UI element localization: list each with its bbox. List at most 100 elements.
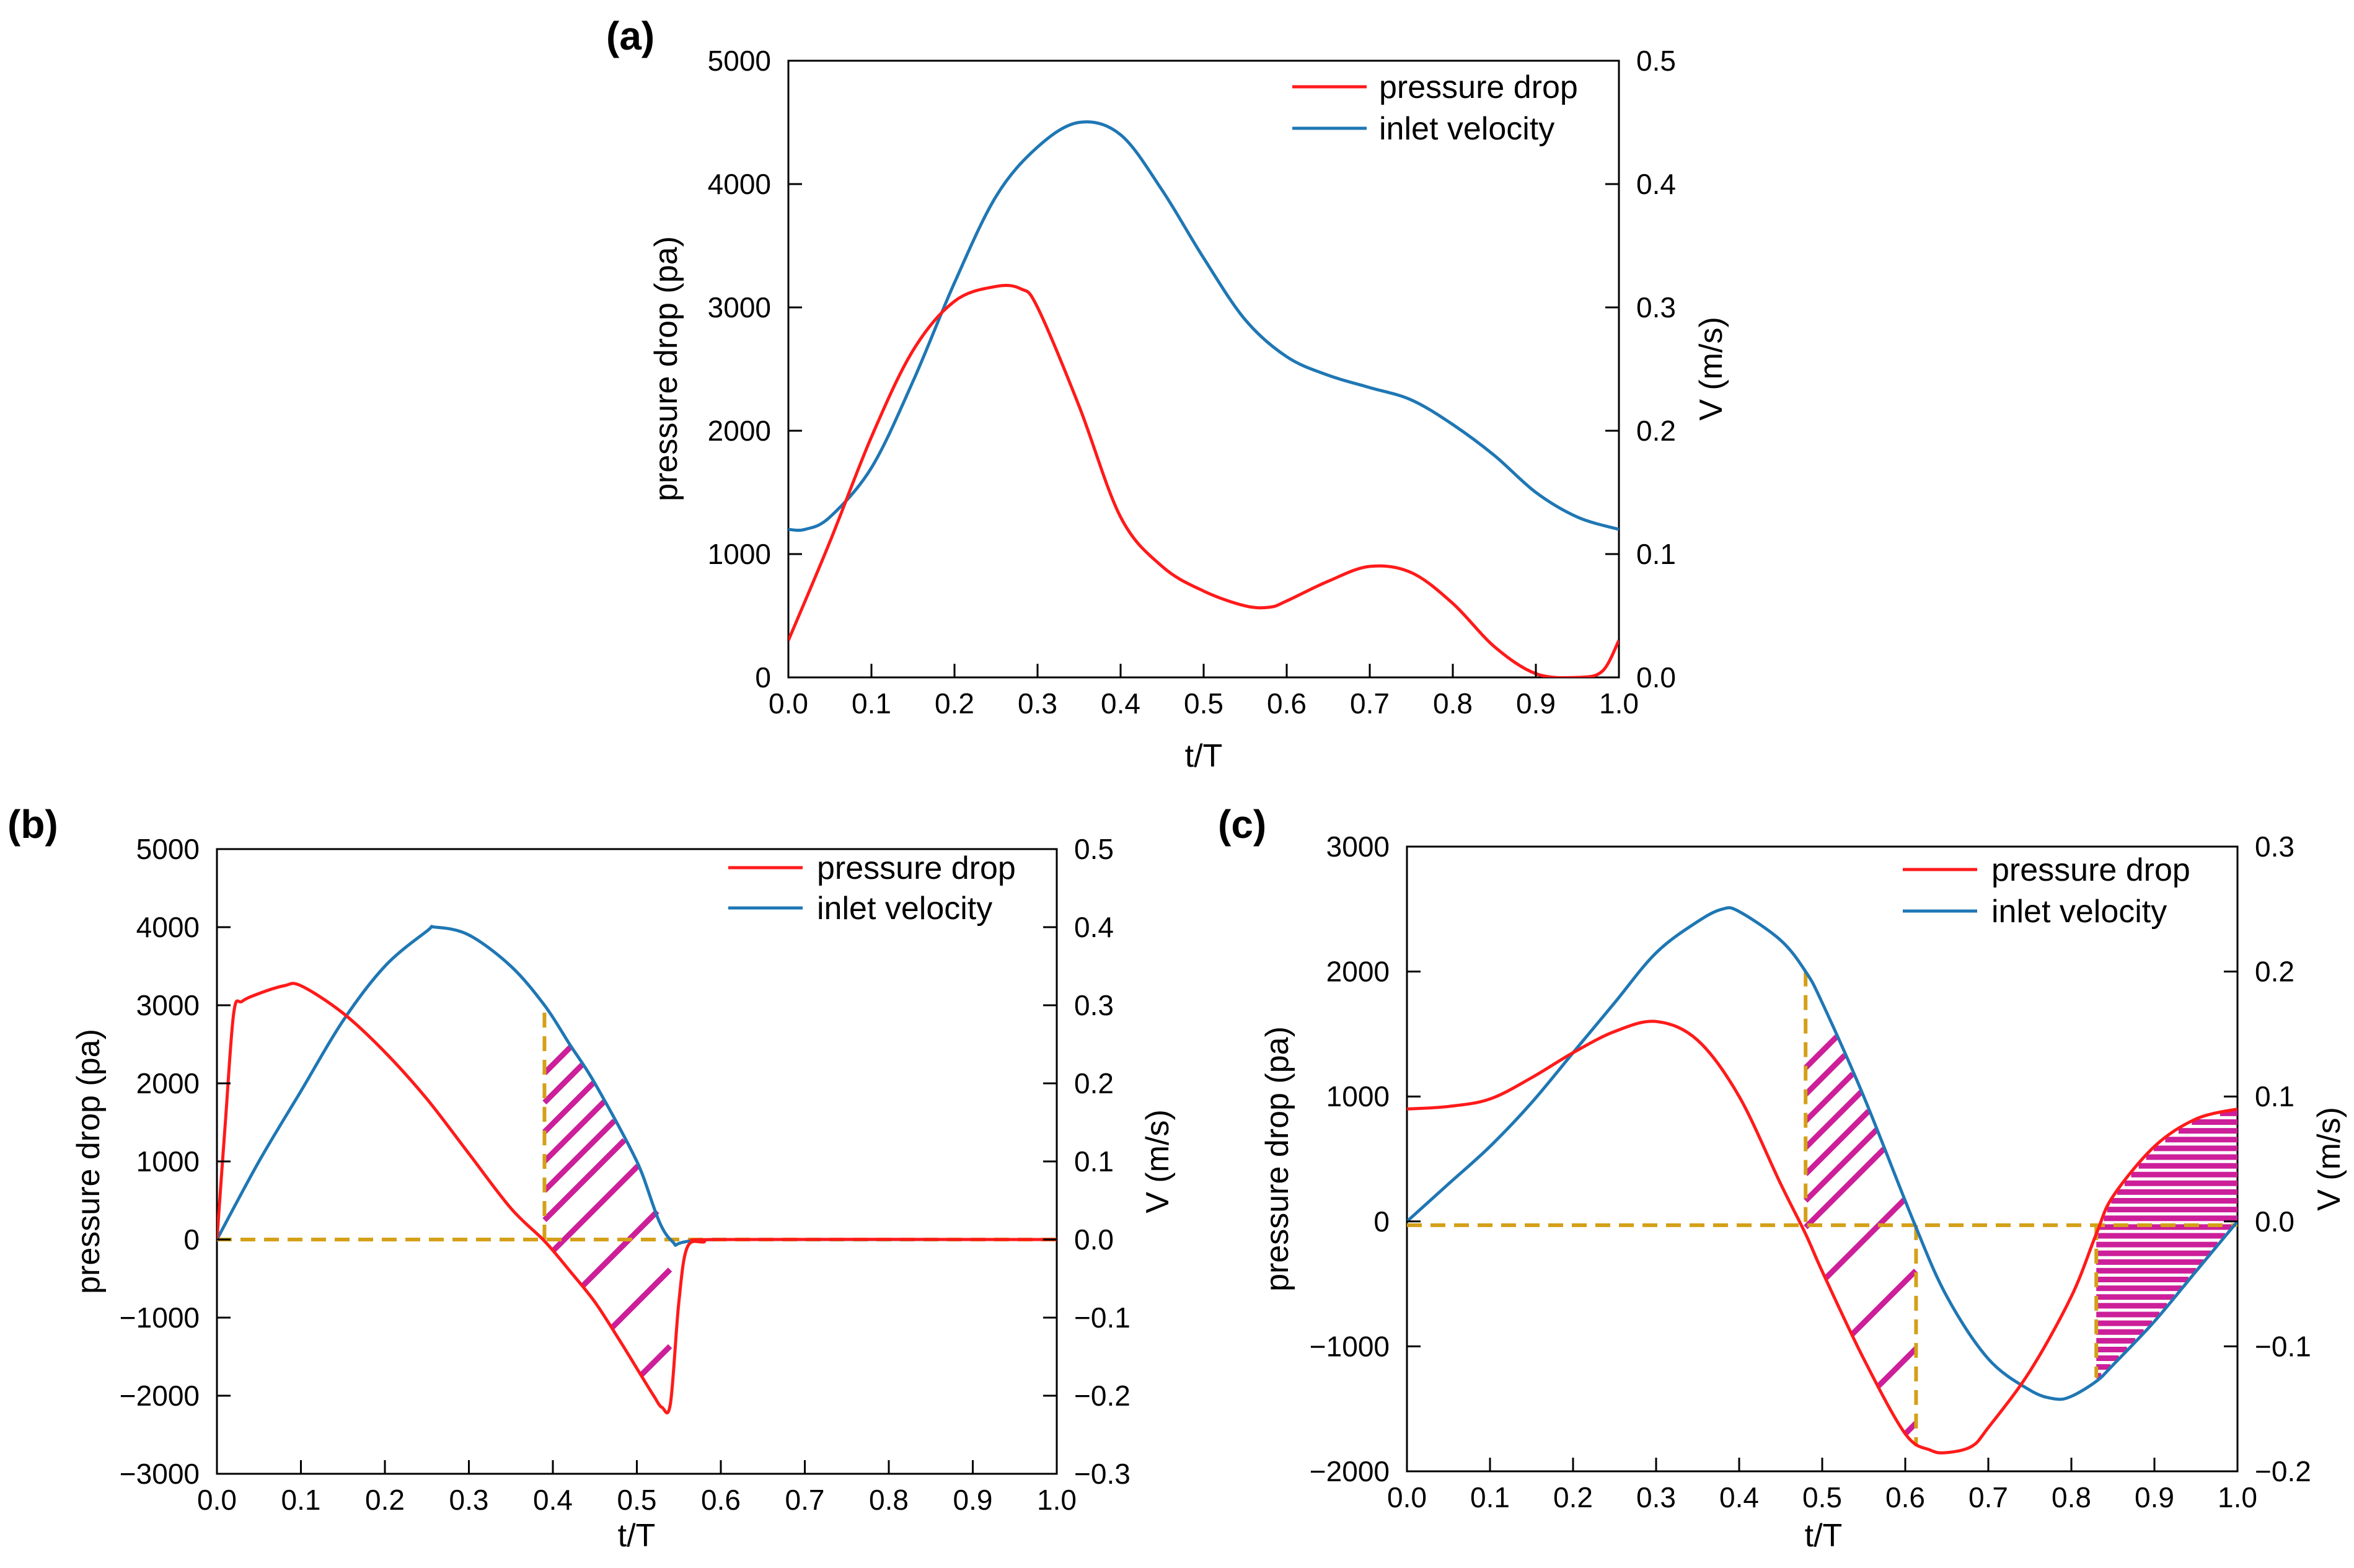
panel-a-label: (a) xyxy=(606,14,655,58)
panel-b-xtick-label: 0.3 xyxy=(449,1484,489,1516)
panel-c-ytick-label: −2000 xyxy=(1310,1455,1390,1487)
panel-a-ytick-label: 4000 xyxy=(708,168,771,200)
panel-b-xtick-label: 1.0 xyxy=(1037,1484,1077,1516)
panel-a-xtick-label: 0.5 xyxy=(1184,687,1223,720)
panel-c-y2tick-label: −0.2 xyxy=(2255,1455,2311,1487)
panel-a-ytick-label: 3000 xyxy=(708,291,771,324)
panel-b-xtick-label: 0.7 xyxy=(785,1484,825,1516)
panel-b-series-inlet-velocity xyxy=(217,925,1057,1247)
panel-c-hatch-line xyxy=(1804,1053,1847,1097)
panel-c-ylabel: pressure drop (pa) xyxy=(1259,1026,1295,1292)
panel-a-legend-label-inlet-velocity: inlet velocity xyxy=(1379,111,1554,147)
panel-a-xtick-label: 0.0 xyxy=(769,687,808,720)
panel-c-xtick-label: 0.0 xyxy=(1387,1481,1427,1513)
panel-b-legend-label-inlet-velocity: inlet velocity xyxy=(817,891,992,927)
panel-b-hatch-line xyxy=(609,1267,672,1330)
panel-b-y2tick-label: 0.3 xyxy=(1074,989,1114,1021)
panel-c-y2tick-label: 0.1 xyxy=(2255,1080,2294,1112)
panel-b-hatch-line xyxy=(542,1138,627,1222)
panel-c-xtick-label: 0.3 xyxy=(1636,1481,1676,1513)
panel-a-xtick-label: 0.1 xyxy=(852,687,891,720)
panel-c-ytick-label: −1000 xyxy=(1310,1330,1390,1362)
panel-b-hatch-line xyxy=(639,1344,672,1377)
panel-b-y2tick-label: 0.4 xyxy=(1074,911,1114,943)
panel-a-xtick-label: 1.0 xyxy=(1599,687,1639,720)
panel-c-y2tick-label: 0.2 xyxy=(2255,956,2294,988)
panel-c-series-pressure-drop xyxy=(1407,1020,2237,1455)
panel-c-xtick-label: 0.6 xyxy=(1885,1481,1925,1513)
panel-b-ytick-label: −1000 xyxy=(120,1302,200,1334)
panel-a-ticks: 0.0 0.1 0.2 0.3 0.4 0.5 0.6 0.7 0.8 0.9 1.0 0 1000 20… xyxy=(708,45,1676,720)
panel-c-hatch-line xyxy=(1804,1147,1886,1230)
panel-b-ticks: 0.0 0.1 0.2 0.3 0.4 0.5 0.6 0.7 0.8 0.9 1.0 −3000 −2… xyxy=(120,833,1131,1516)
panel-a-y2tick-label: 0.2 xyxy=(1636,415,1676,447)
panel-a-y2label: V (m/s) xyxy=(1693,317,1729,421)
panel-b-ytick-label: 5000 xyxy=(136,833,200,865)
panel-b-label: (b) xyxy=(7,802,58,847)
panel-a-legend: pressure drop inlet velocity xyxy=(1292,69,1578,147)
panel-b-ytick-label: 0 xyxy=(183,1223,200,1256)
panel-c-xtick-label: 0.1 xyxy=(1470,1481,1510,1513)
panel-a-y2tick-label: 0.5 xyxy=(1636,45,1676,77)
panel-a-xtick-label: 0.6 xyxy=(1267,687,1307,720)
panel-b-ytick-label: 2000 xyxy=(136,1067,200,1099)
panel-c-hatch-line xyxy=(1876,1346,1918,1388)
panel-b-y2tick-label: 0.2 xyxy=(1074,1067,1114,1099)
panel-b-xtick-label: 0.0 xyxy=(197,1484,237,1516)
panel-c-xtick-label: 0.4 xyxy=(1719,1481,1759,1513)
panel-c-xtick-label: 0.9 xyxy=(2135,1481,2174,1513)
panel-c-ytick-label: 3000 xyxy=(1326,830,1390,863)
panel-a-y2tick-label: 0.1 xyxy=(1636,538,1676,570)
panel-a-y2tick-label: 0.3 xyxy=(1636,291,1676,324)
panel-b-plot xyxy=(217,925,1057,1415)
panel-a-xtick-label: 0.8 xyxy=(1433,687,1473,720)
panel-c-hatch-line xyxy=(1804,1109,1871,1176)
panel-c-ytick-label: 2000 xyxy=(1326,956,1390,988)
panel-c-ticks: 0.0 0.1 0.2 0.3 0.4 0.5 0.6 0.7 0.8 0.9 1.0 −2000 −1… xyxy=(1310,830,2311,1513)
panel-a-series-pressure-drop xyxy=(788,284,1619,677)
panel-c-hatch-line xyxy=(1850,1268,1918,1337)
panel-c-hatch-line xyxy=(1804,1090,1864,1150)
panel-b: 0.0 0.1 0.2 0.3 0.4 0.5 0.6 0.7 0.8 0.9 1.0 −3000 −2… xyxy=(7,802,1176,1554)
panel-a-y2tick-label: 0.0 xyxy=(1636,661,1676,694)
panel-c-y2tick-label: 0.0 xyxy=(2255,1205,2294,1238)
panel-b-series-pressure-drop xyxy=(217,982,1057,1415)
panel-c-xtick-label: 0.7 xyxy=(1968,1481,2008,1513)
panel-b-hatch-line xyxy=(542,1099,607,1163)
panel-c-xtick-label: 0.8 xyxy=(2052,1481,2091,1513)
panel-b-hatch-line xyxy=(542,1119,617,1193)
panel-c-plot xyxy=(1407,906,2237,1455)
panel-c-xtick-label: 1.0 xyxy=(2218,1481,2257,1513)
panel-b-xtick-label: 0.2 xyxy=(365,1484,405,1516)
panel-b-xlabel: t/T xyxy=(618,1518,656,1554)
panel-b-hatch-line xyxy=(542,1045,573,1075)
panel-c-xtick-label: 0.5 xyxy=(1802,1481,1842,1513)
panel-c-hatches xyxy=(1804,1034,2237,1436)
panel-a-xtick-label: 0.2 xyxy=(935,687,974,720)
panel-b-xtick-label: 0.6 xyxy=(701,1484,741,1516)
panel-b-y2tick-label: −0.2 xyxy=(1074,1380,1131,1412)
panel-c-y2tick-label: 0.3 xyxy=(2255,830,2294,863)
panel-b-hatch-line xyxy=(542,1081,596,1134)
panel-b-xtick-label: 0.5 xyxy=(617,1484,657,1516)
panel-c-y2label: V (m/s) xyxy=(2311,1107,2347,1211)
panel-a-plot xyxy=(788,120,1619,677)
panel-c-hatch-line xyxy=(1823,1197,1907,1280)
panel-c-legend: pressure drop inlet velocity xyxy=(1903,852,2190,930)
panel-a-ytick-label: 0 xyxy=(755,661,771,694)
panel-c-hatch-line xyxy=(1804,1034,1839,1070)
panel-b-hatches xyxy=(542,1045,672,1377)
panel-c-y2tick-label: −0.1 xyxy=(2255,1330,2311,1362)
panel-b-ylabel: pressure drop (pa) xyxy=(71,1029,107,1294)
panel-c-legend-label-inlet-velocity: inlet velocity xyxy=(1991,894,2167,930)
panel-a-ytick-label: 5000 xyxy=(708,45,771,77)
panel-a-xtick-label: 0.3 xyxy=(1018,687,1057,720)
panel-b-hatch-line xyxy=(581,1209,659,1288)
panel-a-ytick-label: 2000 xyxy=(708,415,771,447)
panel-c-label: (c) xyxy=(1218,802,1266,847)
panel-a-xlabel: t/T xyxy=(1185,738,1223,774)
panel-b-xtick-label: 0.9 xyxy=(953,1484,993,1516)
panel-a-frame xyxy=(787,59,1620,679)
panel-b-guides xyxy=(217,1005,1057,1241)
